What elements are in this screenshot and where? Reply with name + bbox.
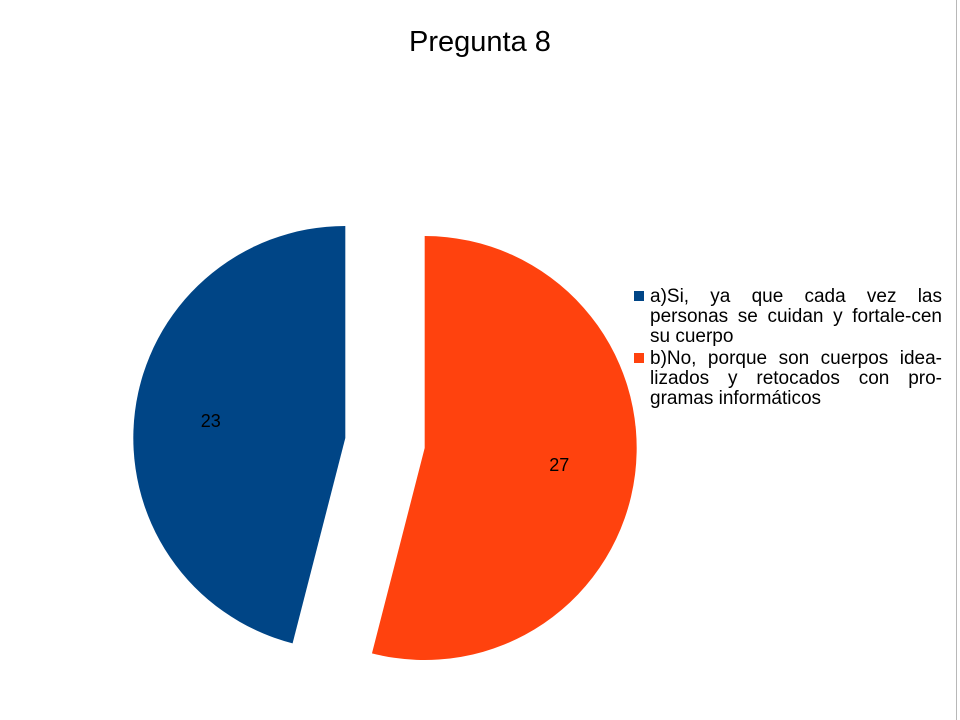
legend-swatch-a [634,291,644,301]
pie-slice-a [133,225,346,644]
legend: a)Si, ya que cada vez las personas se cu… [632,287,942,411]
legend-item-b: b)No, porque son cuerpos idea-lizados y … [632,349,942,409]
legend-swatch-b [634,353,644,363]
legend-label-b: b)No, porque son cuerpos idea-lizados y … [650,348,942,409]
data-label-a: 23 [201,411,221,431]
chart-title: Pregunta 8 [409,26,551,58]
pie-slice-b [371,236,637,661]
data-label-b: 27 [549,455,569,475]
legend-item-a: a)Si, ya que cada vez las personas se cu… [632,287,942,347]
legend-label-a: a)Si, ya que cada vez las personas se cu… [650,286,942,347]
